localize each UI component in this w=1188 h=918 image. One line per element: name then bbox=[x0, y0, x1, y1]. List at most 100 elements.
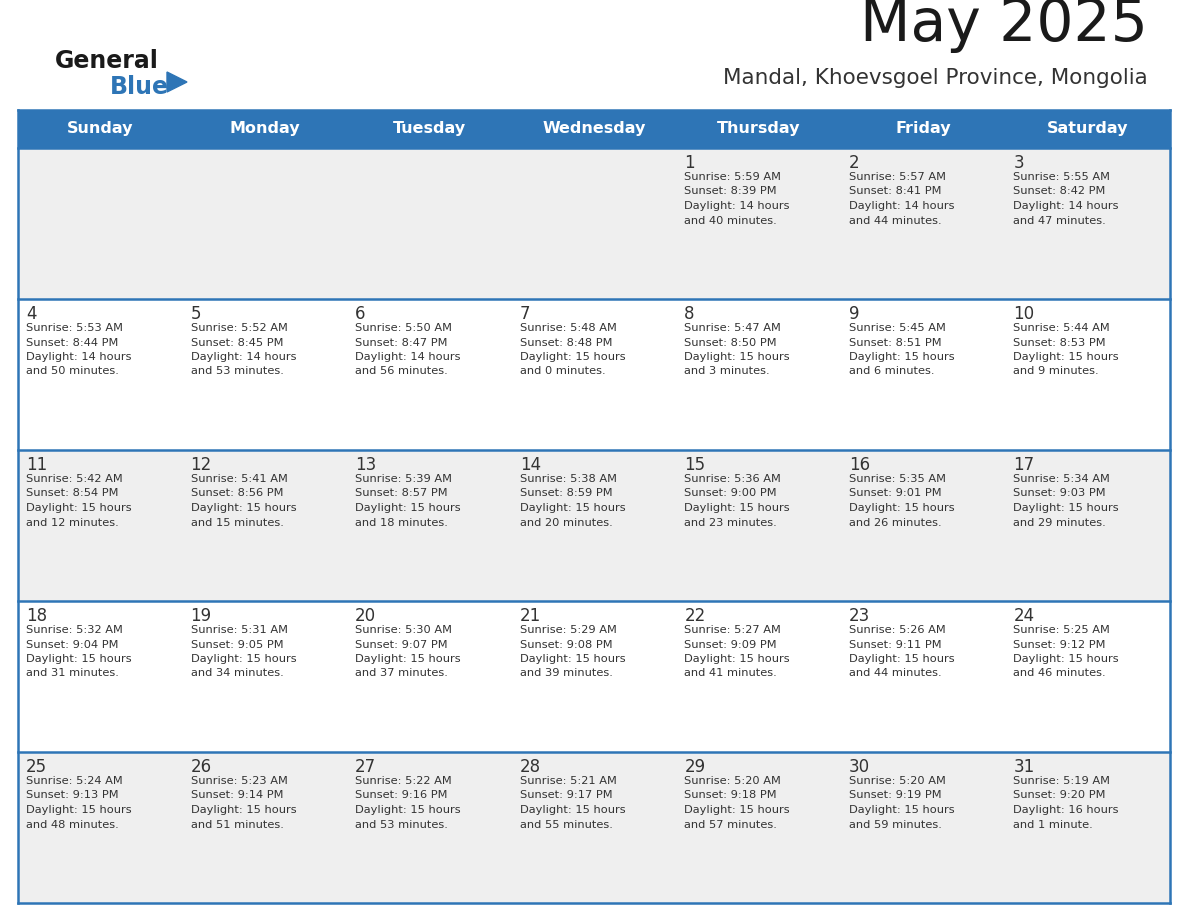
Text: and 1 minute.: and 1 minute. bbox=[1013, 820, 1093, 830]
Text: Sunrise: 5:26 AM: Sunrise: 5:26 AM bbox=[849, 625, 946, 635]
Text: and 3 minutes.: and 3 minutes. bbox=[684, 366, 770, 376]
Text: Sunset: 9:19 PM: Sunset: 9:19 PM bbox=[849, 790, 941, 800]
Text: and 53 minutes.: and 53 minutes. bbox=[355, 820, 448, 830]
Text: Sunrise: 5:35 AM: Sunrise: 5:35 AM bbox=[849, 474, 946, 484]
Text: Sunrise: 5:23 AM: Sunrise: 5:23 AM bbox=[190, 776, 287, 786]
Text: Sunset: 8:51 PM: Sunset: 8:51 PM bbox=[849, 338, 941, 348]
Text: and 55 minutes.: and 55 minutes. bbox=[519, 820, 613, 830]
Text: Sunrise: 5:39 AM: Sunrise: 5:39 AM bbox=[355, 474, 453, 484]
Text: Sunset: 8:57 PM: Sunset: 8:57 PM bbox=[355, 488, 448, 498]
Text: Daylight: 15 hours: Daylight: 15 hours bbox=[519, 503, 625, 513]
Text: 8: 8 bbox=[684, 305, 695, 323]
Text: Sunset: 8:48 PM: Sunset: 8:48 PM bbox=[519, 338, 612, 348]
Bar bbox=[18, 450, 1170, 601]
Text: 22: 22 bbox=[684, 607, 706, 625]
Text: Daylight: 15 hours: Daylight: 15 hours bbox=[849, 654, 954, 664]
Text: Sunrise: 5:29 AM: Sunrise: 5:29 AM bbox=[519, 625, 617, 635]
Text: Daylight: 14 hours: Daylight: 14 hours bbox=[355, 352, 461, 362]
Text: Friday: Friday bbox=[896, 121, 950, 137]
Text: 16: 16 bbox=[849, 456, 870, 474]
Text: Sunrise: 5:19 AM: Sunrise: 5:19 AM bbox=[1013, 776, 1111, 786]
Text: and 15 minutes.: and 15 minutes. bbox=[190, 518, 284, 528]
Text: Daylight: 14 hours: Daylight: 14 hours bbox=[849, 201, 954, 211]
Text: Daylight: 15 hours: Daylight: 15 hours bbox=[684, 503, 790, 513]
Text: Wednesday: Wednesday bbox=[542, 121, 646, 137]
Text: Sunset: 9:01 PM: Sunset: 9:01 PM bbox=[849, 488, 941, 498]
Text: Sunset: 8:50 PM: Sunset: 8:50 PM bbox=[684, 338, 777, 348]
Text: Sunday: Sunday bbox=[67, 121, 133, 137]
Bar bbox=[18, 752, 1170, 903]
Text: Sunset: 9:05 PM: Sunset: 9:05 PM bbox=[190, 640, 283, 650]
Text: 29: 29 bbox=[684, 758, 706, 776]
Text: Sunset: 8:42 PM: Sunset: 8:42 PM bbox=[1013, 186, 1106, 196]
Text: Tuesday: Tuesday bbox=[393, 121, 466, 137]
Text: 7: 7 bbox=[519, 305, 530, 323]
Text: and 20 minutes.: and 20 minutes. bbox=[519, 518, 613, 528]
Bar bbox=[18, 148, 1170, 299]
Text: 2: 2 bbox=[849, 154, 859, 172]
Text: Daylight: 15 hours: Daylight: 15 hours bbox=[1013, 352, 1119, 362]
Bar bbox=[18, 299, 1170, 450]
Text: 13: 13 bbox=[355, 456, 377, 474]
Text: Sunrise: 5:22 AM: Sunrise: 5:22 AM bbox=[355, 776, 451, 786]
Text: Daylight: 15 hours: Daylight: 15 hours bbox=[849, 805, 954, 815]
Text: Sunset: 8:45 PM: Sunset: 8:45 PM bbox=[190, 338, 283, 348]
Text: Sunrise: 5:55 AM: Sunrise: 5:55 AM bbox=[1013, 172, 1111, 182]
Text: Sunrise: 5:32 AM: Sunrise: 5:32 AM bbox=[26, 625, 122, 635]
Text: Sunrise: 5:45 AM: Sunrise: 5:45 AM bbox=[849, 323, 946, 333]
Text: Sunrise: 5:44 AM: Sunrise: 5:44 AM bbox=[1013, 323, 1110, 333]
Text: Sunrise: 5:41 AM: Sunrise: 5:41 AM bbox=[190, 474, 287, 484]
Text: Daylight: 16 hours: Daylight: 16 hours bbox=[1013, 805, 1119, 815]
Text: Sunset: 8:53 PM: Sunset: 8:53 PM bbox=[1013, 338, 1106, 348]
Text: 20: 20 bbox=[355, 607, 377, 625]
Text: 24: 24 bbox=[1013, 607, 1035, 625]
Text: and 12 minutes.: and 12 minutes. bbox=[26, 518, 119, 528]
Text: Sunset: 8:39 PM: Sunset: 8:39 PM bbox=[684, 186, 777, 196]
Text: Sunrise: 5:34 AM: Sunrise: 5:34 AM bbox=[1013, 474, 1111, 484]
Text: Daylight: 15 hours: Daylight: 15 hours bbox=[355, 503, 461, 513]
Text: Sunset: 9:07 PM: Sunset: 9:07 PM bbox=[355, 640, 448, 650]
Text: Sunrise: 5:24 AM: Sunrise: 5:24 AM bbox=[26, 776, 122, 786]
Text: 5: 5 bbox=[190, 305, 201, 323]
Text: 21: 21 bbox=[519, 607, 541, 625]
Text: 14: 14 bbox=[519, 456, 541, 474]
Text: Sunrise: 5:30 AM: Sunrise: 5:30 AM bbox=[355, 625, 453, 635]
Text: 28: 28 bbox=[519, 758, 541, 776]
Text: and 37 minutes.: and 37 minutes. bbox=[355, 668, 448, 678]
Text: Daylight: 14 hours: Daylight: 14 hours bbox=[684, 201, 790, 211]
Text: Daylight: 15 hours: Daylight: 15 hours bbox=[519, 352, 625, 362]
Text: Daylight: 15 hours: Daylight: 15 hours bbox=[190, 654, 296, 664]
Text: 10: 10 bbox=[1013, 305, 1035, 323]
Text: Sunrise: 5:20 AM: Sunrise: 5:20 AM bbox=[849, 776, 946, 786]
Text: Sunset: 9:11 PM: Sunset: 9:11 PM bbox=[849, 640, 941, 650]
Text: and 57 minutes.: and 57 minutes. bbox=[684, 820, 777, 830]
Text: Sunrise: 5:53 AM: Sunrise: 5:53 AM bbox=[26, 323, 124, 333]
Text: and 9 minutes.: and 9 minutes. bbox=[1013, 366, 1099, 376]
Text: Daylight: 15 hours: Daylight: 15 hours bbox=[684, 654, 790, 664]
Text: Sunset: 8:59 PM: Sunset: 8:59 PM bbox=[519, 488, 612, 498]
Text: Daylight: 14 hours: Daylight: 14 hours bbox=[190, 352, 296, 362]
Text: Sunset: 9:20 PM: Sunset: 9:20 PM bbox=[1013, 790, 1106, 800]
Text: 23: 23 bbox=[849, 607, 870, 625]
Text: Sunset: 8:56 PM: Sunset: 8:56 PM bbox=[190, 488, 283, 498]
Text: and 53 minutes.: and 53 minutes. bbox=[190, 366, 284, 376]
Text: 31: 31 bbox=[1013, 758, 1035, 776]
Text: Daylight: 15 hours: Daylight: 15 hours bbox=[190, 805, 296, 815]
Text: Sunrise: 5:52 AM: Sunrise: 5:52 AM bbox=[190, 323, 287, 333]
Text: and 44 minutes.: and 44 minutes. bbox=[849, 216, 941, 226]
Text: Daylight: 15 hours: Daylight: 15 hours bbox=[849, 352, 954, 362]
Text: Daylight: 15 hours: Daylight: 15 hours bbox=[355, 805, 461, 815]
Text: 12: 12 bbox=[190, 456, 211, 474]
Text: and 23 minutes.: and 23 minutes. bbox=[684, 518, 777, 528]
Text: Sunrise: 5:27 AM: Sunrise: 5:27 AM bbox=[684, 625, 782, 635]
Text: 19: 19 bbox=[190, 607, 211, 625]
Text: Sunrise: 5:50 AM: Sunrise: 5:50 AM bbox=[355, 323, 453, 333]
Text: Daylight: 15 hours: Daylight: 15 hours bbox=[684, 352, 790, 362]
Text: Sunset: 8:44 PM: Sunset: 8:44 PM bbox=[26, 338, 119, 348]
Text: and 51 minutes.: and 51 minutes. bbox=[190, 820, 284, 830]
Text: Mandal, Khoevsgoel Province, Mongolia: Mandal, Khoevsgoel Province, Mongolia bbox=[723, 68, 1148, 88]
Text: 11: 11 bbox=[26, 456, 48, 474]
Bar bbox=[18, 110, 1170, 148]
Text: Daylight: 15 hours: Daylight: 15 hours bbox=[1013, 503, 1119, 513]
Text: and 48 minutes.: and 48 minutes. bbox=[26, 820, 119, 830]
